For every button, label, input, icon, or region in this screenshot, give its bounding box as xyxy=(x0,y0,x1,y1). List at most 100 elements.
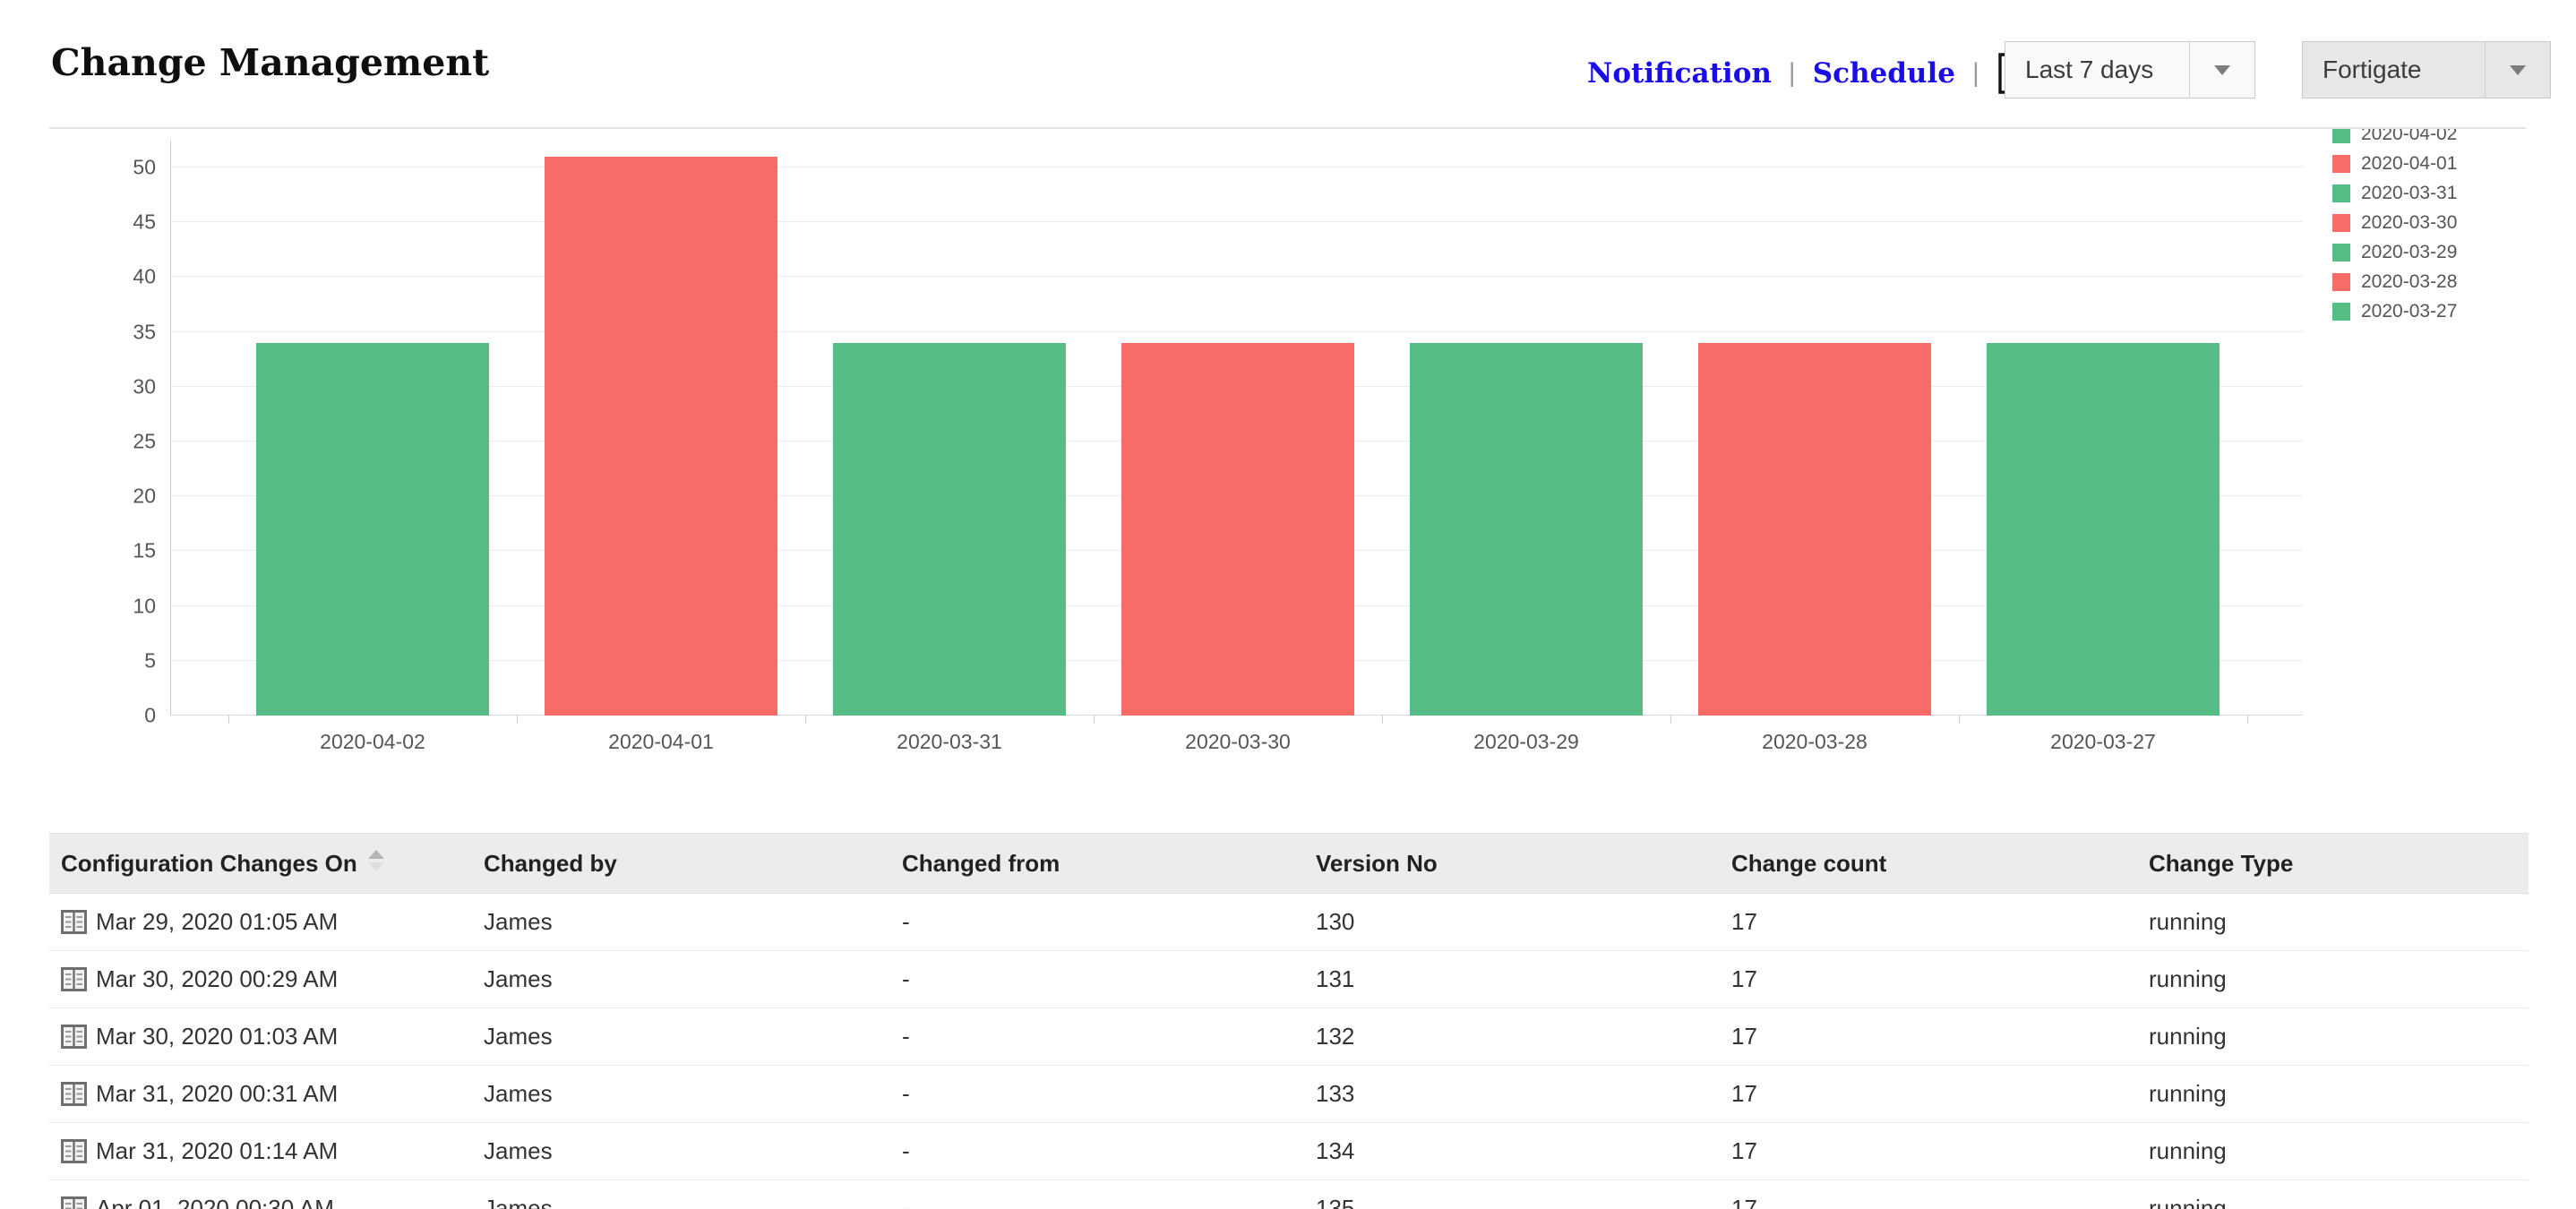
table-grid-icon[interactable] xyxy=(61,1139,87,1163)
column-header-label: Change count xyxy=(1731,849,1887,877)
cell-change-type: running xyxy=(2149,965,2227,992)
table-row: Apr 01, 2020 00:30 AM James - 135 17 running xyxy=(49,1180,2529,1209)
header-actions: Notification | Schedule | | xyxy=(1587,52,2057,95)
separator: | xyxy=(1788,58,1796,88)
cell-change-count: 17 xyxy=(1731,1080,1757,1107)
y-axis-tick-label: 30 xyxy=(133,374,156,399)
gridline xyxy=(171,276,2303,278)
changed-on-value: Mar 29, 2020 01:05 AM xyxy=(96,908,339,935)
table-row: Mar 31, 2020 01:14 AM James - 134 17 running xyxy=(49,1123,2529,1180)
cell-configuration-changes-on: Mar 30, 2020 01:03 AM xyxy=(49,1023,472,1050)
cell-change-count: 17 xyxy=(1731,1137,1757,1164)
cell-change-type: running xyxy=(2149,1080,2227,1107)
table-header-row: Configuration Changes On Changed by Change… xyxy=(49,833,2529,894)
x-axis-tick xyxy=(2247,716,2248,724)
column-header-change-count[interactable]: Change count xyxy=(1720,850,2137,878)
schedule-link[interactable]: Schedule xyxy=(1812,57,1955,90)
notification-link[interactable]: Notification xyxy=(1587,57,1772,90)
config-changes-table: Configuration Changes On Changed by Change… xyxy=(49,833,2529,1209)
column-header-label: Configuration Changes On xyxy=(61,849,357,877)
column-header-change-type[interactable]: Change Type xyxy=(2137,850,2529,878)
x-axis-tick-label: 2020-03-31 xyxy=(897,730,1002,753)
legend-item-2020-03-28[interactable]: 2020-03-28 xyxy=(2332,267,2457,296)
x-axis-tick xyxy=(517,716,518,724)
changed-on-value: Apr 01, 2020 00:30 AM xyxy=(96,1195,334,1209)
x-axis-tick-label: 2020-03-30 xyxy=(1185,730,1291,753)
chevron-down-icon xyxy=(2189,42,2254,98)
legend-item-2020-04-01[interactable]: 2020-04-01 xyxy=(2332,149,2457,178)
cell-changed-by: James xyxy=(484,1137,553,1164)
table-row: Mar 31, 2020 00:31 AM James - 133 17 running xyxy=(49,1066,2529,1123)
change-count-bar-chart: 0 5 10 15 20 25 30 35 40 45 50 2020-04-02 2020-04-01… xyxy=(49,127,2526,796)
device-dropdown[interactable]: Fortigate xyxy=(2302,41,2551,99)
x-axis-tick xyxy=(1382,716,1383,724)
column-header-configuration-changes-on[interactable]: Configuration Changes On xyxy=(49,850,472,878)
cell-configuration-changes-on: Mar 30, 2020 00:29 AM xyxy=(49,965,472,993)
table-grid-icon[interactable] xyxy=(61,910,87,934)
legend-item-2020-03-27[interactable]: 2020-03-27 xyxy=(2332,296,2457,326)
bar-2020-03-28 xyxy=(1698,343,1931,716)
sort-up-down-icon xyxy=(367,850,384,871)
bar-2020-03-31 xyxy=(833,343,1066,716)
y-axis-tick-label: 40 xyxy=(133,264,156,288)
cell-configuration-changes-on: Mar 29, 2020 01:05 AM xyxy=(49,908,472,936)
time-range-value: Last 7 days xyxy=(2025,56,2154,83)
cell-changed-from: - xyxy=(902,965,910,992)
cell-version-no: 135 xyxy=(1316,1195,1355,1209)
y-axis-tick-label: 10 xyxy=(133,594,156,618)
y-axis-tick-label: 20 xyxy=(133,484,156,508)
column-header-changed-from[interactable]: Changed from xyxy=(890,850,1304,878)
gridline xyxy=(171,330,2303,332)
legend-label: 2020-04-01 xyxy=(2361,152,2458,174)
bar-2020-03-30 xyxy=(1121,343,1354,716)
y-axis-tick-label: 15 xyxy=(133,538,156,562)
column-header-changed-by[interactable]: Changed by xyxy=(472,850,890,878)
cell-changed-from: - xyxy=(902,1195,910,1209)
table-grid-icon[interactable] xyxy=(61,1082,87,1106)
cell-change-count: 17 xyxy=(1731,908,1757,935)
column-header-label: Version No xyxy=(1316,849,1438,877)
x-axis-tick-label: 2020-04-01 xyxy=(608,730,714,753)
device-value: Fortigate xyxy=(2323,56,2422,83)
y-axis-tick-label: 25 xyxy=(133,429,156,453)
legend-swatch xyxy=(2332,129,2350,143)
x-axis-tick xyxy=(1670,716,1671,724)
legend-item-2020-04-02[interactable]: 2020-04-02 xyxy=(2332,129,2457,149)
table-grid-icon[interactable] xyxy=(61,967,87,991)
changed-on-value: Mar 30, 2020 00:29 AM xyxy=(96,965,339,992)
table-row: Mar 30, 2020 00:29 AM James - 131 17 running xyxy=(49,951,2529,1008)
cell-version-no: 131 xyxy=(1316,965,1355,992)
legend-item-2020-03-31[interactable]: 2020-03-31 xyxy=(2332,178,2457,208)
legend-swatch xyxy=(2332,302,2350,321)
column-header-version-no[interactable]: Version No xyxy=(1304,850,1720,878)
chart-plot-area: 0 5 10 15 20 25 30 35 40 45 50 2020-04-02 2020-04-01… xyxy=(133,141,2303,753)
column-header-label: Changed from xyxy=(902,849,1060,877)
legend-label: 2020-03-28 xyxy=(2361,270,2458,292)
cell-changed-by: James xyxy=(484,1080,553,1107)
cell-changed-from: - xyxy=(902,1080,910,1107)
y-axis-tick-label: 45 xyxy=(133,210,156,234)
cell-version-no: 134 xyxy=(1316,1137,1355,1164)
cell-version-no: 133 xyxy=(1316,1080,1355,1107)
cell-change-type: running xyxy=(2149,1137,2227,1164)
y-axis-tick-label: 50 xyxy=(133,155,156,179)
changed-on-value: Mar 31, 2020 00:31 AM xyxy=(96,1080,339,1107)
x-axis-tick-label: 2020-04-02 xyxy=(320,730,425,753)
legend-item-2020-03-29[interactable]: 2020-03-29 xyxy=(2332,237,2457,267)
legend-swatch xyxy=(2332,154,2350,173)
cell-version-no: 130 xyxy=(1316,908,1355,935)
y-axis-line xyxy=(170,141,171,716)
separator: | xyxy=(1971,58,1979,88)
legend-item-2020-03-30[interactable]: 2020-03-30 xyxy=(2332,208,2457,237)
x-axis-tick-label: 2020-03-27 xyxy=(2050,730,2156,753)
page-title: Change Management xyxy=(51,41,490,84)
gridline xyxy=(171,221,2303,223)
table-row: Mar 29, 2020 01:05 AM James - 130 17 running xyxy=(49,894,2529,951)
y-axis-tick-label: 0 xyxy=(144,703,156,727)
cell-change-type: running xyxy=(2149,1195,2227,1209)
table-grid-icon[interactable] xyxy=(61,1025,87,1049)
cell-changed-from: - xyxy=(902,908,910,935)
cell-configuration-changes-on: Mar 31, 2020 01:14 AM xyxy=(49,1137,472,1165)
time-range-dropdown[interactable]: Last 7 days xyxy=(2005,41,2255,99)
table-grid-icon[interactable] xyxy=(61,1196,87,1209)
